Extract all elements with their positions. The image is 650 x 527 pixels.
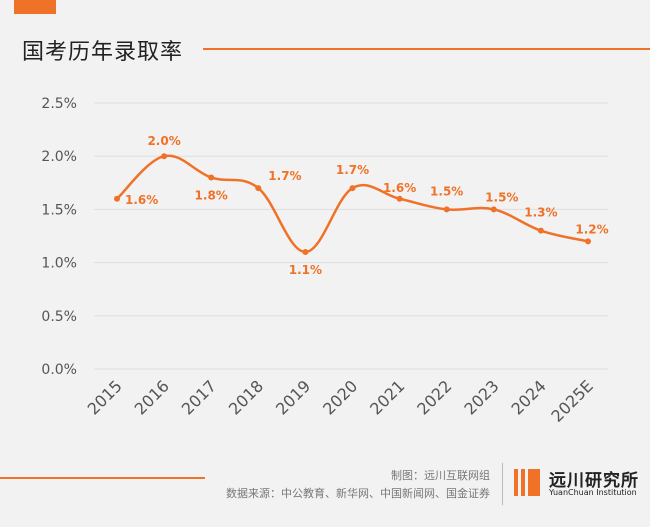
data-point <box>585 238 591 245</box>
footer-notes: 制图：远川互联网组 数据来源：中公教育、新华网、中国新闻网、国金证券 <box>226 467 490 503</box>
data-point <box>302 248 309 255</box>
logo-mark-icon <box>514 469 540 496</box>
y-tick-label: 0.0% <box>41 362 77 378</box>
title-rule <box>203 48 650 50</box>
data-label: 1.5% <box>430 184 463 198</box>
footer-rule <box>0 477 205 479</box>
x-tick-label: 2018 <box>225 376 267 418</box>
chart-title: 国考历年录取率 <box>22 40 184 65</box>
x-tick-label: 2020 <box>319 376 361 418</box>
x-tick-label: 2015 <box>84 376 126 418</box>
x-tick-label: 2025E <box>547 376 596 425</box>
data-source: 数据来源：中公教育、新华网、中国新闻网、国金证券 <box>226 487 490 500</box>
data-label: 1.7% <box>268 169 301 183</box>
line-chart: 0.0% 0.5% 1.0% 1.5% 2.0% 2.5% 2015 2016 2017 2018… <box>41 96 608 426</box>
x-tick-label: 2022 <box>413 376 455 418</box>
data-point <box>537 227 544 234</box>
data-label: 1.2% <box>575 222 608 236</box>
data-label: 1.1% <box>289 263 322 277</box>
data-label: 1.3% <box>524 206 557 220</box>
data-point <box>114 195 120 202</box>
y-tick-label: 0.5% <box>41 309 77 325</box>
x-tick-label: 2016 <box>131 376 173 418</box>
data-point <box>396 195 403 202</box>
series-line <box>116 154 589 254</box>
data-label: 1.7% <box>336 163 369 177</box>
x-tick-label: 2021 <box>366 376 408 418</box>
data-label: 2.0% <box>147 134 180 148</box>
data-label: 1.6% <box>125 193 158 207</box>
data-point <box>443 206 450 213</box>
data-point <box>349 185 356 192</box>
top-accent-tab <box>14 0 56 14</box>
x-tick-label: 2019 <box>272 376 314 418</box>
x-tick-label: 2017 <box>178 376 220 418</box>
logo-name-en: YuanChuan Institution <box>549 488 637 497</box>
data-label: 1.6% <box>383 181 416 195</box>
data-point <box>490 206 497 213</box>
chart-maker: 制图：远川互联网组 <box>391 469 490 482</box>
x-tick-label: 2023 <box>460 376 502 418</box>
y-tick-label: 1.5% <box>41 202 77 218</box>
data-label: 1.5% <box>485 190 518 204</box>
y-tick-label: 2.0% <box>41 149 77 165</box>
logo-divider <box>502 463 503 505</box>
x-tick-label: 2024 <box>508 376 550 418</box>
data-point <box>255 185 262 192</box>
logo-name: 远川研究所 <box>549 471 639 491</box>
y-tick-label: 1.0% <box>41 256 77 272</box>
data-point <box>161 153 168 160</box>
data-point <box>208 174 215 181</box>
y-tick-label: 2.5% <box>41 96 77 112</box>
data-label: 1.8% <box>195 188 228 202</box>
